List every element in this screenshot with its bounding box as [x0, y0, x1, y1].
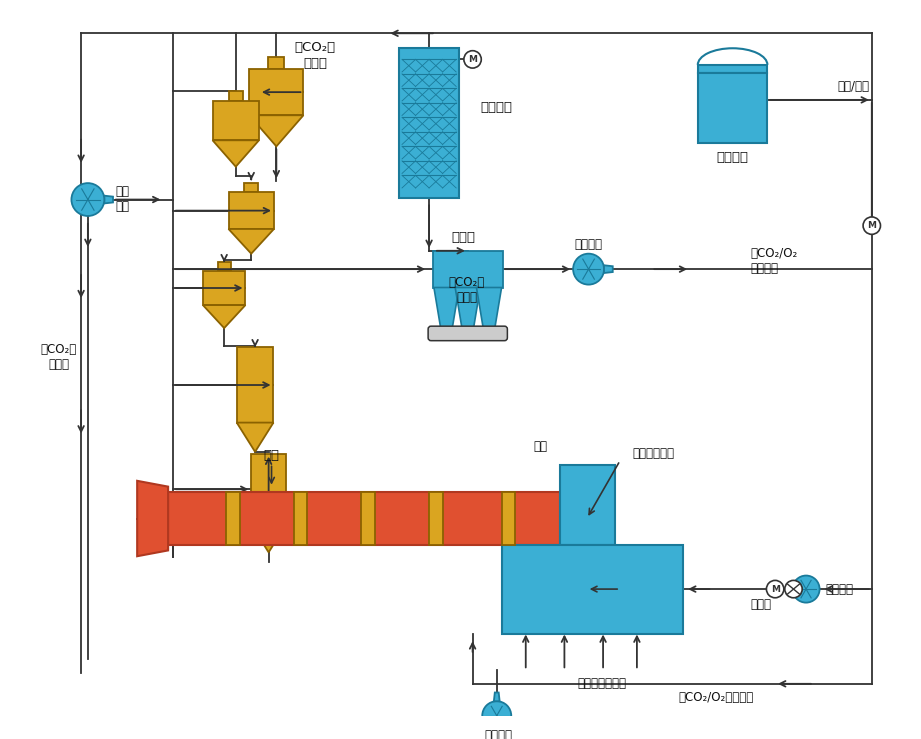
- Bar: [361, 492, 375, 545]
- Text: 循环风机: 循环风机: [575, 237, 602, 251]
- Bar: [433, 251, 503, 287]
- Text: 燃料: 燃料: [263, 449, 280, 462]
- Bar: [502, 492, 515, 545]
- Circle shape: [573, 253, 604, 285]
- Polygon shape: [217, 262, 230, 271]
- Text: 风机: 风机: [115, 200, 129, 213]
- Bar: [502, 545, 683, 633]
- Circle shape: [785, 580, 802, 598]
- Polygon shape: [137, 481, 169, 556]
- Polygon shape: [476, 287, 502, 328]
- Polygon shape: [228, 192, 274, 229]
- Text: 排烟气: 排烟气: [49, 358, 69, 371]
- Polygon shape: [203, 305, 245, 328]
- Bar: [169, 492, 560, 545]
- Text: 环烟气: 环烟气: [303, 57, 327, 69]
- Bar: [698, 65, 767, 73]
- Polygon shape: [434, 287, 459, 328]
- Text: 富CO₂循: 富CO₂循: [295, 41, 335, 54]
- Polygon shape: [251, 454, 286, 525]
- Circle shape: [863, 217, 880, 234]
- Text: 余热锅炉: 余热锅炉: [481, 101, 512, 115]
- Bar: [560, 466, 615, 545]
- Bar: [698, 73, 767, 143]
- Polygon shape: [250, 115, 303, 146]
- Text: 高温: 高温: [115, 185, 129, 198]
- Polygon shape: [250, 69, 303, 115]
- Polygon shape: [203, 271, 245, 305]
- Text: 燃料: 燃料: [533, 440, 547, 452]
- Text: M: M: [771, 585, 780, 593]
- Text: 冷却风（空气）: 冷却风（空气）: [577, 678, 626, 690]
- Bar: [429, 492, 443, 545]
- Text: 富氧/全氧: 富氧/全氧: [838, 80, 869, 93]
- Circle shape: [483, 701, 511, 730]
- Polygon shape: [213, 140, 259, 167]
- Text: 环烟气: 环烟气: [456, 290, 477, 304]
- Text: 富CO₂/O₂: 富CO₂/O₂: [750, 247, 798, 260]
- Text: 富CO₂循: 富CO₂循: [449, 276, 485, 289]
- Polygon shape: [244, 183, 258, 192]
- Text: 冷却风机: 冷却风机: [484, 729, 513, 739]
- Circle shape: [464, 51, 482, 68]
- Polygon shape: [268, 58, 285, 69]
- FancyBboxPatch shape: [428, 326, 507, 341]
- Polygon shape: [228, 92, 243, 101]
- Bar: [294, 492, 308, 545]
- Text: 制氧装置: 制氧装置: [717, 151, 749, 165]
- Polygon shape: [251, 525, 286, 552]
- Polygon shape: [228, 229, 274, 253]
- Circle shape: [766, 580, 784, 598]
- Polygon shape: [604, 265, 612, 273]
- Text: M: M: [868, 221, 876, 230]
- Circle shape: [793, 576, 820, 602]
- Polygon shape: [455, 287, 481, 328]
- Text: 一次风: 一次风: [750, 598, 771, 611]
- Polygon shape: [104, 196, 113, 203]
- Polygon shape: [237, 347, 274, 423]
- Polygon shape: [237, 423, 274, 452]
- Text: 一次风机: 一次风机: [825, 582, 854, 596]
- Polygon shape: [494, 692, 500, 701]
- Text: M: M: [468, 55, 477, 64]
- Polygon shape: [213, 101, 259, 140]
- Text: 富CO₂/O₂混合烟气: 富CO₂/O₂混合烟气: [678, 691, 753, 704]
- Bar: [226, 492, 239, 545]
- Text: 混合烟气: 混合烟气: [750, 262, 778, 275]
- Circle shape: [72, 183, 104, 216]
- Bar: [399, 48, 459, 197]
- Text: 富CO₂外: 富CO₂外: [41, 343, 77, 356]
- Text: 来自点火油泵: 来自点火油泵: [633, 447, 674, 460]
- Text: 收尘器: 收尘器: [451, 231, 475, 244]
